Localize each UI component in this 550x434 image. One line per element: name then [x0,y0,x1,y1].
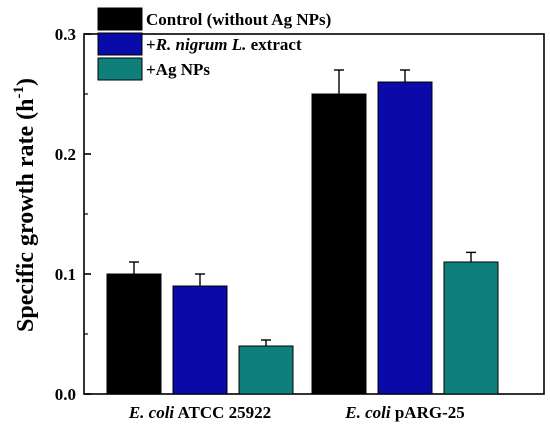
y-tick-label: 0.0 [55,385,76,404]
legend-label: Control (without Ag NPs) [146,10,331,29]
bar [443,261,499,395]
bar [106,273,162,395]
y-axis-label-main: Specific growth rate (h [13,98,39,332]
legend-label-part: extract [246,35,302,54]
bar [172,285,228,395]
y-axis-ticks: 0.0 0.1 0.2 0.3 [55,25,91,404]
legend: Control (without Ag NPs) +R. nigrum L. ex… [97,7,331,81]
x-category-label: E. coli pARG-25 [344,403,465,422]
x-axis-categories: E. coli ATCC 25922 E. coli pARG-25 [128,403,465,422]
legend-label: +Ag NPs [146,60,210,79]
error-bars [129,69,476,346]
legend-swatch [97,7,143,31]
x-category-label-rest: ATCC 25922 [174,403,271,422]
x-category-label-italic: E. coli [128,403,175,422]
legend-swatch [97,32,143,56]
legend-label-part: + [146,35,156,54]
legend-label-part: Control (without Ag NPs) [146,10,331,29]
bars [106,81,499,395]
legend-label-part: R. nigrum L. [155,35,247,54]
y-tick-label: 0.3 [55,25,76,44]
legend-swatch [97,57,143,81]
x-category-label-italic: E. coli [344,403,391,422]
y-tick-label: 0.1 [55,265,76,284]
y-axis-label-sup: -1 [11,86,27,99]
legend-label: +R. nigrum L. extract [146,35,302,54]
y-tick-label: 0.2 [55,145,76,164]
legend-label-part: +Ag NPs [146,60,210,79]
bar [238,345,294,395]
bar [377,81,433,395]
x-category-label: E. coli ATCC 25922 [128,403,271,422]
x-category-label-rest: pARG-25 [391,403,465,422]
y-axis-label: Specific growth rate (h-1) [11,78,39,332]
bar [311,93,367,395]
y-axis-label-close: ) [13,78,39,86]
